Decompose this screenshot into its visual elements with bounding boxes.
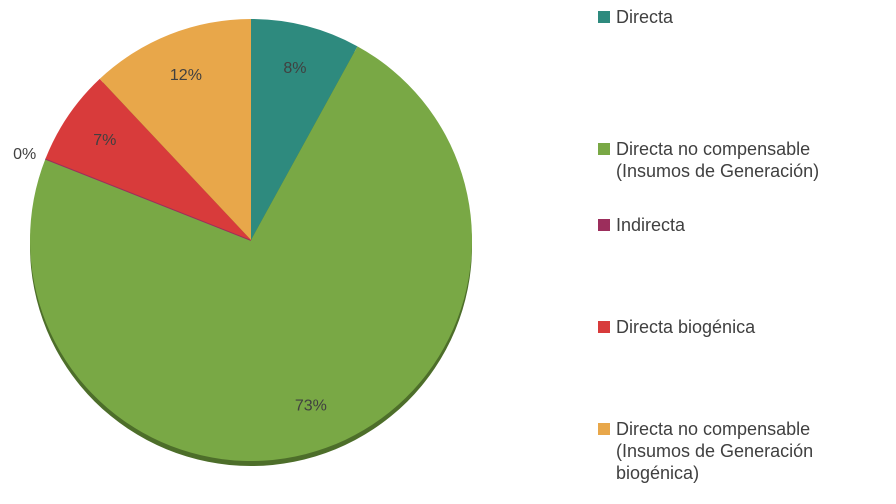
legend-item: Directa no compensable (Insumos de Gener… [598, 138, 888, 182]
data-label: 7% [93, 132, 116, 149]
legend-swatch [598, 11, 610, 23]
pie-slice [29, 46, 472, 462]
legend-swatch [598, 143, 610, 155]
legend-item: Directa biogénica [598, 316, 888, 338]
legend-item: Directa no compensable (Insumos de Gener… [598, 418, 888, 484]
data-label: 12% [170, 67, 202, 84]
legend-label: Directa [616, 7, 674, 27]
legend-item: Indirecta [598, 214, 888, 236]
data-label: 73% [295, 398, 327, 415]
chart: 8% 73% 0% 7% 12% [13, 19, 472, 466]
legend-label: Indirecta [616, 215, 686, 235]
legend-swatch [598, 423, 610, 435]
pie-slice [45, 78, 252, 240]
data-label: 0% [13, 146, 36, 163]
legend-swatch [598, 321, 610, 333]
legend-item: Directa [598, 6, 888, 28]
legend-label: Directa no compensable (Insumos de Gener… [616, 139, 820, 181]
legend-label: Directa no compensable (Insumos de Gener… [616, 419, 814, 483]
legend: Directa Directa no compensable (Insumos d… [598, 0, 888, 504]
legend-label: Directa biogénica [616, 317, 756, 337]
legend-swatch [598, 219, 610, 231]
pie-slice [251, 19, 358, 240]
data-label: 8% [283, 60, 306, 77]
pie-slice [99, 19, 251, 240]
